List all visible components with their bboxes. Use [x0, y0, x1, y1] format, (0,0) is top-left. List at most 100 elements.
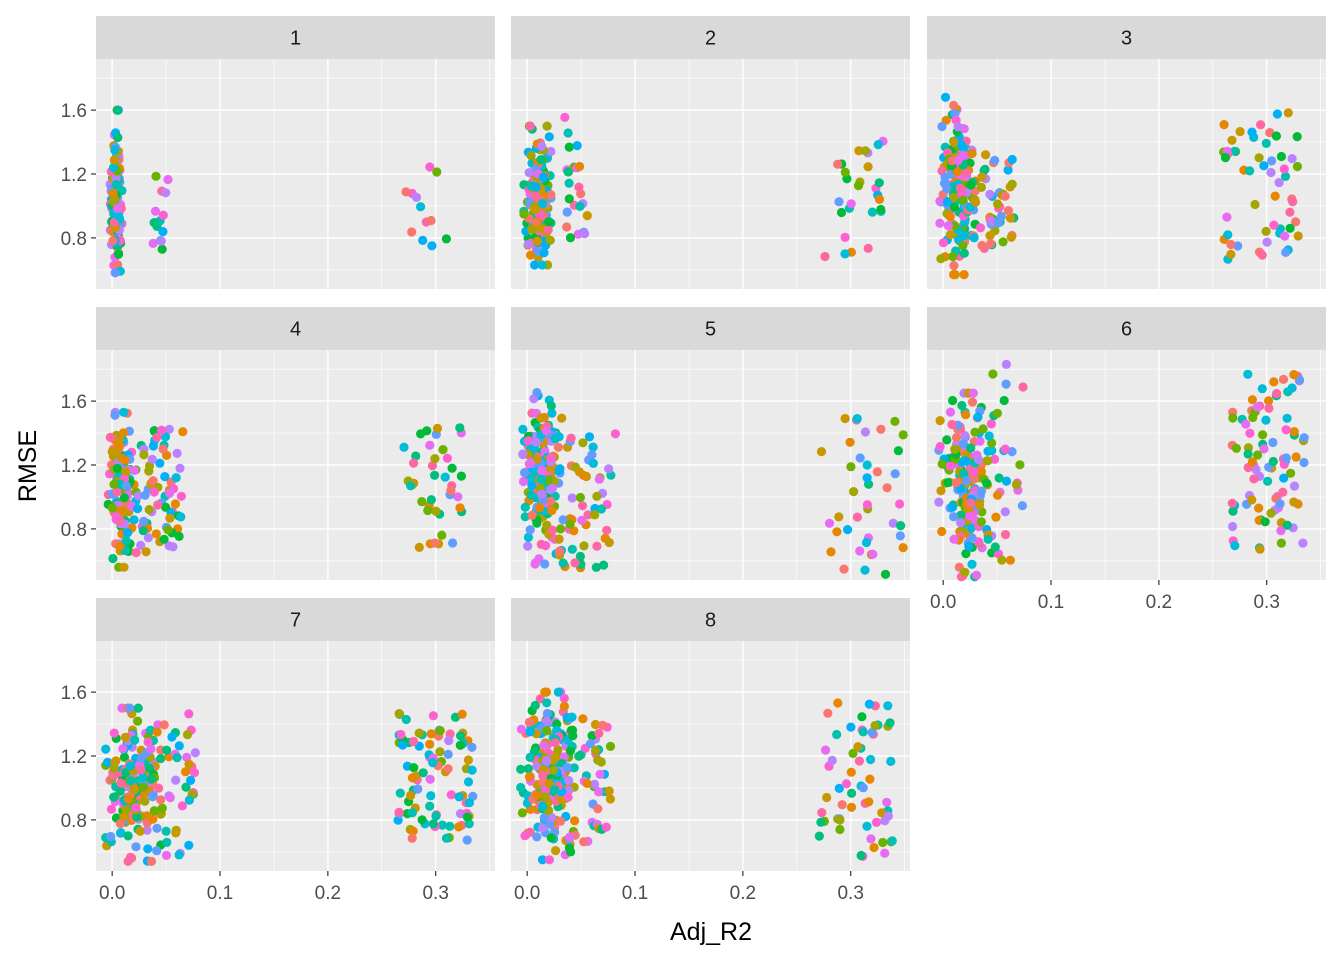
- data-point: [883, 811, 894, 821]
- data-point: [949, 534, 959, 544]
- data-point: [174, 741, 184, 751]
- data-point: [953, 122, 963, 132]
- data-point: [542, 698, 552, 708]
- data-point: [855, 546, 865, 556]
- data-point: [1017, 501, 1027, 511]
- data-point: [181, 782, 191, 792]
- data-point: [518, 449, 528, 460]
- data-point: [840, 413, 850, 424]
- data-point: [983, 534, 993, 544]
- data-point: [142, 825, 152, 835]
- data-point: [1282, 520, 1292, 530]
- data-point: [973, 412, 983, 422]
- data-point: [413, 784, 423, 794]
- data-point: [546, 146, 556, 157]
- facet-strip: [927, 16, 1326, 59]
- data-point: [430, 538, 440, 548]
- data-point: [604, 537, 614, 548]
- data-point: [539, 813, 549, 823]
- data-point: [848, 748, 858, 759]
- data-point: [832, 527, 842, 537]
- data-point: [1261, 226, 1271, 236]
- data-point: [531, 437, 541, 447]
- data-point: [516, 782, 526, 793]
- data-point: [537, 855, 548, 865]
- facet-panel-6: 6 0.0 0.1 0.2 0.3: [927, 307, 1326, 613]
- data-point: [143, 737, 153, 747]
- data-point: [861, 537, 872, 548]
- data-point: [1006, 232, 1016, 242]
- data-point: [1274, 178, 1284, 188]
- data-point: [876, 204, 886, 215]
- data-point: [103, 757, 113, 768]
- data-point: [411, 192, 422, 202]
- data-point: [153, 500, 163, 510]
- data-point: [109, 728, 119, 738]
- data-point: [565, 746, 576, 756]
- data-point: [993, 490, 1003, 500]
- data-point: [1228, 506, 1238, 516]
- data-point: [856, 850, 866, 861]
- data-point: [111, 512, 121, 522]
- facet-strip-label: 6: [1121, 319, 1132, 341]
- data-point: [974, 500, 985, 510]
- data-point: [824, 518, 835, 528]
- data-point: [414, 542, 424, 553]
- data-point: [431, 811, 441, 821]
- data-point: [161, 502, 171, 512]
- data-point: [1285, 223, 1295, 233]
- data-point: [159, 534, 169, 544]
- data-point: [1299, 433, 1309, 443]
- data-point: [1230, 541, 1240, 551]
- data-point: [988, 369, 998, 379]
- data-point: [123, 831, 133, 841]
- data-point: [817, 808, 827, 818]
- data-point: [942, 197, 953, 207]
- facet-panel-8: 8 0.0 0.1 0.2 0.3: [511, 598, 910, 904]
- data-point: [1266, 167, 1276, 178]
- data-point: [119, 562, 129, 572]
- data-point: [101, 744, 111, 754]
- data-point: [530, 700, 540, 711]
- data-point: [417, 815, 427, 825]
- x-tick-label: 0.3: [837, 883, 863, 904]
- data-point: [149, 806, 159, 816]
- data-point: [136, 540, 146, 551]
- data-point: [1228, 521, 1238, 532]
- data-point: [554, 465, 564, 476]
- data-point: [938, 238, 949, 248]
- data-point: [447, 463, 457, 473]
- data-point: [121, 767, 131, 778]
- data-point: [961, 476, 972, 486]
- data-point: [171, 473, 181, 483]
- data-point: [948, 252, 958, 262]
- data-point: [949, 270, 959, 280]
- data-point: [394, 807, 404, 817]
- data-point: [157, 244, 167, 254]
- data-point: [520, 512, 530, 522]
- y-tick-label: 1.6: [61, 683, 87, 704]
- data-point: [957, 140, 967, 150]
- data-point: [590, 779, 600, 790]
- data-point: [456, 731, 466, 741]
- data-point: [846, 199, 856, 209]
- data-point: [567, 712, 577, 722]
- data-point: [523, 764, 533, 774]
- data-point: [163, 174, 173, 185]
- data-point: [531, 182, 541, 192]
- data-point: [546, 452, 556, 462]
- data-point: [1298, 538, 1308, 548]
- data-point: [121, 481, 132, 491]
- data-point: [467, 742, 477, 752]
- data-point: [582, 211, 592, 221]
- data-point: [520, 468, 530, 478]
- data-point: [535, 503, 545, 513]
- data-point: [826, 547, 836, 557]
- data-point: [184, 759, 194, 769]
- data-point: [1228, 413, 1238, 423]
- data-point: [604, 464, 614, 474]
- data-point: [958, 195, 968, 205]
- data-point: [975, 436, 985, 446]
- data-point: [120, 455, 130, 465]
- data-point: [885, 718, 895, 728]
